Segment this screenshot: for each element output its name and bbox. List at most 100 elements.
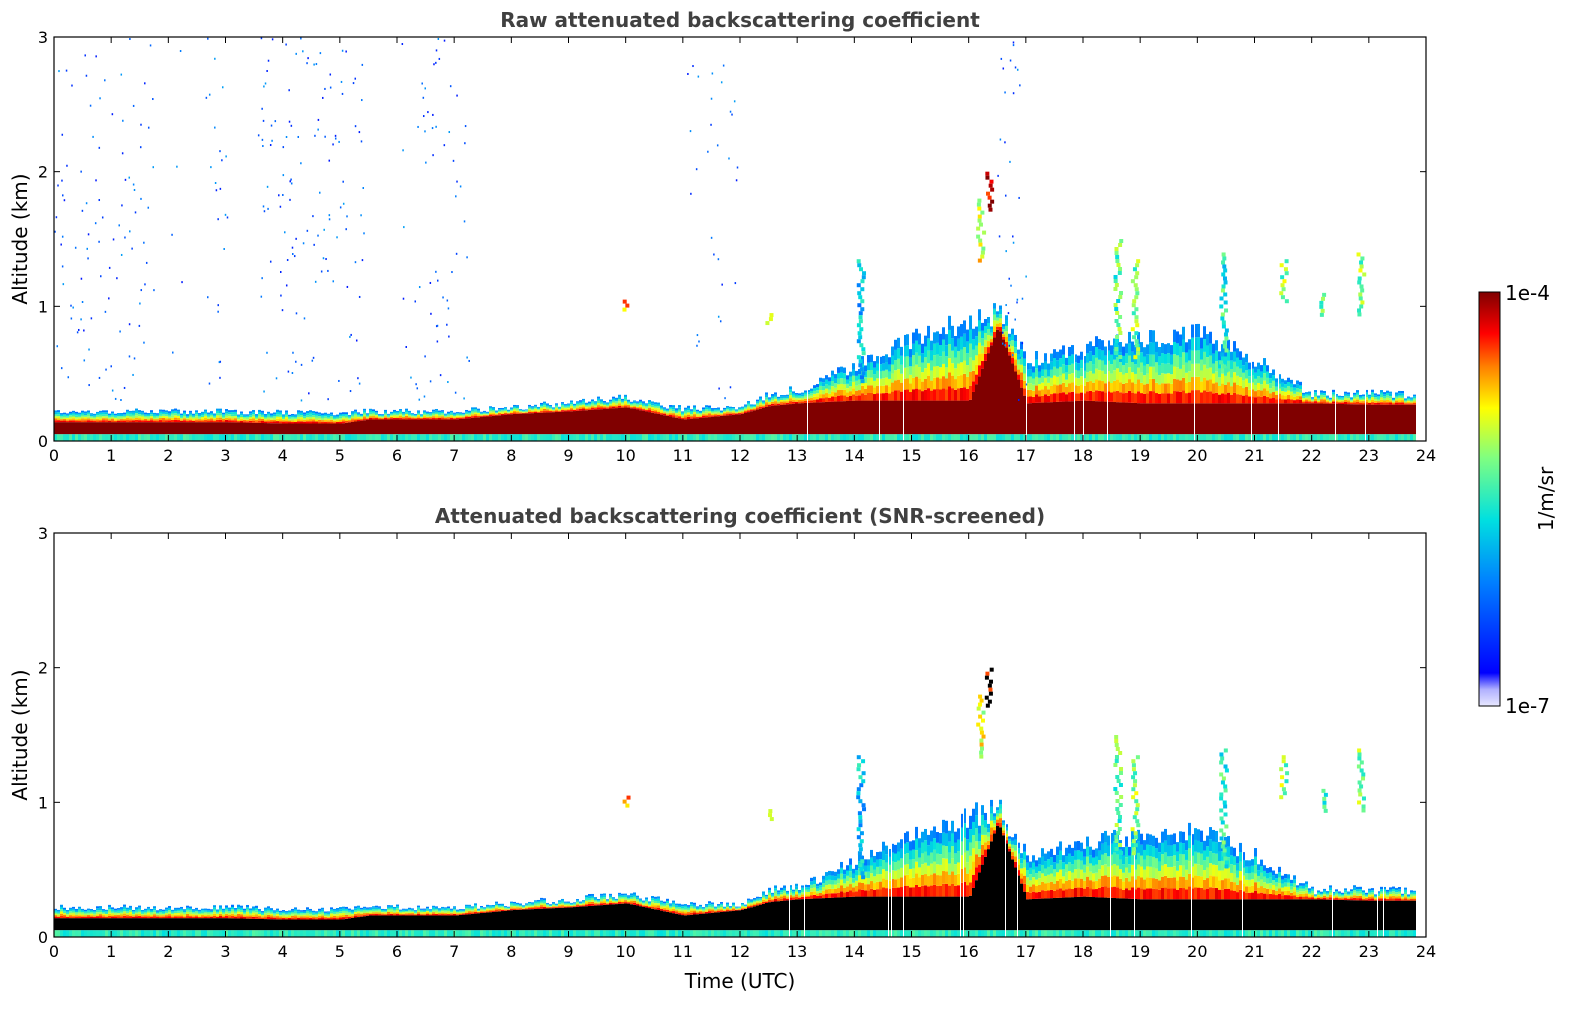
aerosol-layer [297,419,300,422]
aerosol-layer [117,413,120,415]
aerosol-layer [1107,360,1110,372]
aerosol-layer [177,914,180,917]
aerosol-layer [201,916,204,919]
aerosol-layer [153,420,156,423]
aerosol-layer [615,401,618,403]
aerosol-layer [846,379,849,384]
aerosol-layer [84,418,87,421]
noise-speckle [690,192,692,195]
aerosol-layer [423,411,426,414]
aerosol-layer [204,411,207,414]
aerosol-layer [54,913,57,916]
surface-band [330,434,333,441]
x-tick-label: 12 [730,446,750,465]
aerosol-core [168,422,171,435]
surface-band [54,434,57,441]
aerosol-layer [180,914,183,917]
aerosol-layer [597,405,600,408]
aerosol-layer [1407,400,1410,402]
aerosol-layer [300,415,303,418]
aerosol-layer [630,402,633,404]
aerosol-layer [1095,347,1098,358]
aerosol-layer [93,416,96,418]
surface-band [654,434,657,441]
aerosol-layer [129,916,132,919]
aerosol-layer [141,414,144,417]
cloud-feature [1134,275,1139,280]
aerosol-layer [201,416,204,419]
x-tick-label: 1 [106,446,116,465]
aerosol-layer [993,314,996,321]
aerosol-layer [621,401,624,404]
aerosol-layer [126,912,129,915]
aerosol-layer [1053,393,1056,403]
aerosol-layer [666,408,669,410]
aerosol-layer [999,314,1002,319]
aerosol-layer [1026,363,1029,370]
aerosol-layer [1323,390,1326,394]
aerosol-layer [1041,376,1044,383]
aerosol-layer [1029,389,1032,397]
aerosol-layer [1086,343,1089,354]
aerosol-layer [1209,331,1212,344]
surface-band [57,930,60,937]
aerosol-core [462,418,465,435]
aerosol-core [1245,403,1248,435]
aerosol-core [750,411,753,435]
aerosol-layer [300,913,303,915]
aerosol-layer [852,388,855,395]
aerosol-core [1260,403,1263,435]
aerosol-layer [852,381,855,389]
aerosol-layer [1263,358,1266,366]
aerosol-layer [1125,382,1128,393]
aerosol-core [162,918,165,931]
aerosol-layer [126,907,129,910]
cloud-feature [1220,352,1225,357]
noise-speckle [436,324,439,327]
aerosol-core [990,345,993,435]
aerosol-layer [858,395,861,401]
surface-band [1284,434,1287,441]
aerosol-core [888,400,891,435]
aerosol-layer [228,420,231,423]
aerosol-core [615,408,618,435]
aerosol-layer [351,414,354,417]
aerosol-layer [1065,394,1068,402]
aerosol-layer [807,400,810,403]
aerosol-core [1200,403,1203,435]
aerosol-layer [1170,354,1173,365]
surface-band [852,434,855,441]
aerosol-layer [1398,397,1401,401]
aerosol-layer [429,413,432,415]
aerosol-layer [1356,397,1359,400]
noise-speckle [225,155,227,158]
noise-speckle [317,234,319,237]
noise-speckle [291,246,294,249]
aerosol-layer [657,404,660,407]
aerosol-layer [1107,381,1110,392]
aerosol-layer [1272,392,1275,398]
aerosol-layer [1113,370,1116,381]
aerosol-layer [1203,377,1206,391]
aerosol-layer [732,412,735,414]
aerosol-core [291,919,294,931]
aerosol-layer [687,416,690,420]
aerosol-core [1062,401,1065,435]
aerosol-layer [549,406,552,408]
surface-band [675,434,678,441]
surface-band [264,930,267,937]
aerosol-layer [1131,351,1134,362]
aerosol-layer [1125,363,1128,374]
noise-speckle [85,202,88,205]
aerosol-layer [684,409,687,412]
aerosol-layer [996,317,999,321]
cloud-feature [1221,252,1226,257]
aerosol-layer [90,416,93,418]
aerosol-layer [276,418,279,422]
aerosol-layer [150,916,153,919]
aerosol-layer [417,416,420,418]
surface-band [873,434,876,441]
aerosol-layer [216,910,219,913]
aerosol-layer [618,405,621,408]
aerosol-layer [201,910,204,912]
